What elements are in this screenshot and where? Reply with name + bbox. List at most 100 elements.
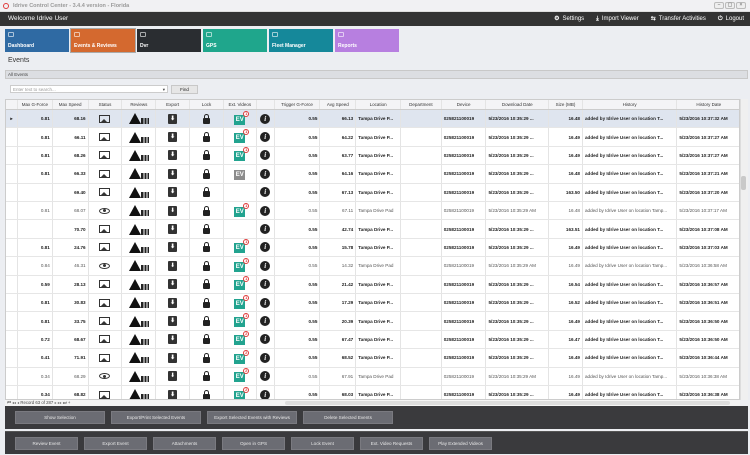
column-header[interactable]: Trigger G-Force bbox=[275, 100, 321, 109]
table-row[interactable]: 0.81 68.26 ⬇ EV 1 i 0.55 63.77 Tampa Drive P... 0… bbox=[6, 146, 739, 166]
search-input[interactable]: Enter text to search... bbox=[10, 85, 168, 93]
next-page-button[interactable]: ▸▸ bbox=[57, 400, 62, 405]
reviews-icon[interactable] bbox=[128, 131, 149, 143]
ext-video-icon[interactable]: EV 1 bbox=[234, 147, 250, 162]
prev-record-button[interactable]: ◂ bbox=[17, 400, 20, 405]
image-icon[interactable] bbox=[99, 335, 111, 344]
close-button[interactable]: × bbox=[736, 2, 746, 9]
column-header[interactable]: Max Speed bbox=[53, 100, 89, 109]
table-row[interactable]: 0.84 46.31 ⬇ EV 1 i 0.55 14.32 Tampa Drive Pad 02… bbox=[6, 257, 739, 276]
export-icon[interactable]: ⬇ bbox=[168, 297, 178, 308]
image-icon[interactable] bbox=[99, 133, 111, 142]
tile-events-reviews[interactable]: Events & Reviews bbox=[70, 28, 136, 53]
table-row[interactable]: 0.41 71.91 ⬇ EV 2 i 0.55 68.52 Tampa Drive P... 0… bbox=[6, 349, 739, 368]
export-icon[interactable]: ⬇ bbox=[168, 113, 178, 124]
info-icon[interactable]: i bbox=[260, 132, 271, 143]
ext-video-icon[interactable]: EV 1 bbox=[234, 110, 250, 125]
reviews-icon[interactable] bbox=[128, 205, 149, 217]
minimize-button[interactable]: – bbox=[714, 2, 724, 9]
lock-icon[interactable] bbox=[202, 334, 210, 345]
column-header[interactable]: Lock bbox=[190, 100, 224, 109]
ext-video-icon[interactable]: EV 2 bbox=[234, 349, 250, 364]
column-header[interactable]: Location bbox=[356, 100, 401, 109]
info-icon[interactable]: i bbox=[260, 205, 271, 216]
table-row[interactable]: 0.81 30.83 ⬇ EV 1 i 0.55 17.29 Tampa Drive P... 0… bbox=[6, 294, 739, 313]
info-icon[interactable]: i bbox=[260, 334, 271, 345]
tile-dashboard[interactable]: Dashboard bbox=[5, 29, 69, 52]
ext-video-icon[interactable]: EV 2 bbox=[234, 368, 250, 383]
info-icon[interactable]: i bbox=[260, 224, 271, 235]
table-row[interactable]: 0.81 68.07 ⬇ EV 1 i 0.55 67.11 Tampa Drive Pad 02… bbox=[6, 202, 739, 221]
image-icon[interactable] bbox=[99, 169, 111, 178]
ext-video-icon[interactable]: EV 2 bbox=[234, 386, 250, 399]
image-icon[interactable] bbox=[99, 317, 111, 326]
column-header[interactable]: History Date bbox=[677, 100, 739, 109]
column-header[interactable]: Status bbox=[89, 100, 123, 109]
lock-event-button[interactable]: Lock Event bbox=[291, 436, 354, 450]
reviews-icon[interactable] bbox=[128, 186, 149, 198]
export-icon[interactable]: ⬇ bbox=[168, 334, 178, 345]
table-row[interactable]: 0.34 68.29 ⬇ EV 2 i 0.55 67.91 Tampa Drive Pad 02… bbox=[6, 367, 739, 386]
info-icon[interactable]: i bbox=[260, 187, 271, 198]
export-icon[interactable]: ⬇ bbox=[168, 242, 178, 253]
ext-video-icon[interactable]: EV bbox=[234, 169, 246, 180]
info-icon[interactable]: i bbox=[260, 297, 271, 308]
find-button[interactable]: Find bbox=[171, 85, 198, 94]
export-icon[interactable]: ⬇ bbox=[168, 132, 178, 143]
image-icon[interactable] bbox=[99, 390, 111, 399]
lock-icon[interactable] bbox=[202, 150, 210, 161]
export-event-button[interactable]: Export Event bbox=[84, 436, 147, 450]
eye-icon[interactable] bbox=[99, 373, 111, 380]
table-row[interactable]: 0.59 28.13 ⬇ EV 1 i 0.55 21.42 Tampa Drive P... 0… bbox=[6, 275, 739, 294]
info-icon[interactable]: i bbox=[260, 168, 271, 179]
lock-icon[interactable] bbox=[202, 389, 210, 399]
column-header[interactable]: Max G-Force bbox=[18, 100, 53, 109]
export-print-selected-events-button[interactable]: Export/Print Selected Events bbox=[111, 411, 201, 424]
settings-button[interactable]: ⚙ Settings bbox=[554, 12, 584, 26]
table-row[interactable]: 70.70 ⬇ i 0.55 42.74 Tampa Drive P... 02582110… bbox=[6, 220, 739, 239]
export-icon[interactable]: ⬇ bbox=[168, 168, 178, 179]
lock-icon[interactable] bbox=[202, 242, 210, 253]
reviews-icon[interactable] bbox=[128, 168, 149, 180]
image-icon[interactable] bbox=[99, 280, 111, 289]
column-header[interactable]: Export bbox=[156, 100, 191, 109]
horizontal-scrollbar[interactable] bbox=[285, 401, 730, 405]
play-extended-videos-button[interactable]: Play Extended Videos bbox=[429, 436, 492, 450]
ext-video-icon[interactable]: EV 1 bbox=[234, 276, 250, 291]
reviews-icon[interactable] bbox=[128, 389, 149, 399]
eye-icon[interactable] bbox=[99, 207, 111, 214]
export-icon[interactable]: ⬇ bbox=[168, 150, 178, 161]
vertical-scrollbar[interactable] bbox=[740, 99, 748, 400]
export-icon[interactable]: ⬇ bbox=[168, 316, 178, 327]
reviews-icon[interactable] bbox=[128, 333, 149, 345]
column-header[interactable]: Reviews bbox=[122, 100, 157, 109]
image-icon[interactable] bbox=[99, 298, 111, 307]
import-viewer-button[interactable]: ⤓ Import Viewer bbox=[596, 12, 639, 26]
ext-video-icon[interactable]: EV 1 bbox=[234, 239, 250, 254]
table-row[interactable]: 0.72 68.67 ⬇ EV 2 i 0.55 67.47 Tampa Drive P... 0… bbox=[6, 330, 739, 350]
info-icon[interactable]: i bbox=[260, 279, 271, 290]
logout-button[interactable]: ⏻ Logout bbox=[718, 12, 744, 26]
maximize-button[interactable]: ▢ bbox=[725, 2, 735, 9]
info-icon[interactable]: i bbox=[260, 113, 271, 124]
ext-video-icon[interactable]: EV 2 bbox=[234, 331, 250, 346]
lock-icon[interactable] bbox=[202, 316, 210, 327]
export-icon[interactable]: ⬇ bbox=[168, 279, 178, 290]
eye-icon[interactable] bbox=[99, 262, 111, 269]
image-icon[interactable] bbox=[99, 151, 111, 160]
column-header[interactable]: Avg Speed bbox=[320, 100, 357, 109]
info-icon[interactable]: i bbox=[260, 316, 271, 327]
reviews-icon[interactable] bbox=[128, 352, 149, 364]
export-icon[interactable]: ⬇ bbox=[168, 187, 178, 198]
reviews-icon[interactable] bbox=[128, 241, 149, 253]
image-icon[interactable] bbox=[99, 114, 111, 123]
column-header[interactable]: Size (MB) bbox=[549, 100, 583, 109]
export-icon[interactable]: ⬇ bbox=[168, 389, 178, 399]
transfer-activities-button[interactable]: ⇆ Transfer Activities bbox=[651, 12, 706, 26]
table-row[interactable]: 0.81 66.33 ⬇ EV i 0.55 64.16 Tampa Drive P... 02… bbox=[6, 165, 739, 184]
info-icon[interactable]: i bbox=[260, 242, 271, 253]
tile-gps[interactable]: GPS bbox=[203, 29, 267, 52]
column-header[interactable]: Ext. Videos bbox=[224, 100, 257, 109]
show-selection-button[interactable]: Show Selection bbox=[15, 411, 105, 424]
table-row[interactable]: ▸ 0.81 68.16 ⬇ EV 1 i 0.55 66.13 Tampa Drive P...… bbox=[6, 110, 739, 129]
